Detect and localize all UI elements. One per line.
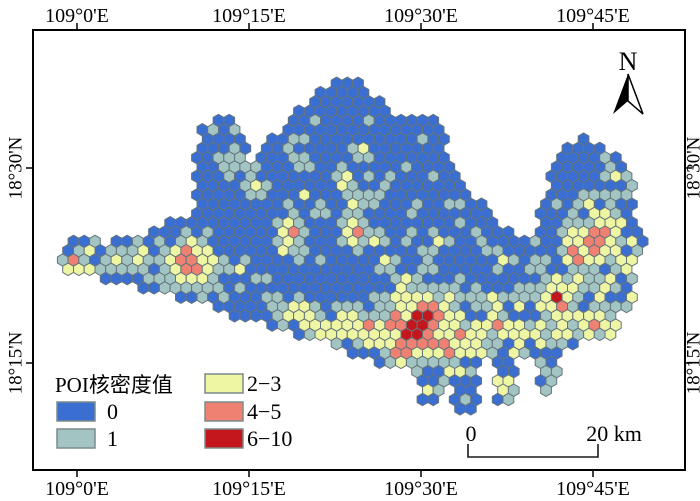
hex-cell xyxy=(62,262,74,277)
axis-ticks xyxy=(26,23,692,477)
north-arrow-left-half-icon xyxy=(613,74,628,114)
legend: POI核密度值 0 1 2−3 4−5 6−10 xyxy=(55,371,292,451)
hex-cell xyxy=(239,309,252,323)
hex-cell xyxy=(110,271,123,286)
hex-cell xyxy=(416,392,429,407)
hex-cell xyxy=(314,327,327,342)
scale-bar-bracket xyxy=(467,444,599,458)
hex-cell xyxy=(277,318,289,332)
lat-label: 18°30'N xyxy=(6,136,27,199)
lat-label: 18°30'N xyxy=(684,136,700,199)
latitude-labels-right: 18°30'N 18°15'N xyxy=(684,136,700,394)
hex-cell xyxy=(330,336,343,351)
longitude-labels-bottom: 109°0'E 109°15'E 109°30'E 109°45'E xyxy=(45,478,630,500)
hex-cell xyxy=(83,262,96,277)
north-arrow-label: N xyxy=(619,47,638,76)
legend-label-0: 0 xyxy=(107,399,118,424)
hex-cell xyxy=(175,290,187,304)
hex-cell xyxy=(185,290,198,304)
hex-cell xyxy=(518,346,531,360)
legend-swatch-3 xyxy=(204,401,244,422)
lon-label: 109°45'E xyxy=(556,478,630,500)
hex-cell xyxy=(121,271,133,286)
hex-cell xyxy=(346,346,359,360)
legend-title: POI核密度值 xyxy=(55,373,173,397)
hex-cell xyxy=(464,402,477,416)
hex-cell xyxy=(395,355,407,370)
hex-cell xyxy=(137,281,150,295)
legend-label-1: 1 xyxy=(107,426,118,451)
latitude-labels-left: 18°30'N 18°15'N xyxy=(6,136,27,394)
lon-label: 109°15'E xyxy=(212,5,286,27)
hex-cell xyxy=(583,327,595,342)
lat-label: 18°15'N xyxy=(6,331,27,394)
legend-swatch-4 xyxy=(204,428,244,449)
hex-cell xyxy=(212,299,225,314)
hex-cell xyxy=(303,327,316,342)
lon-label: 109°0'E xyxy=(45,5,109,27)
hex-cell xyxy=(73,262,85,277)
hex-cell xyxy=(384,355,397,370)
lon-label: 109°15'E xyxy=(212,478,286,500)
scale-bar: 0 20 km xyxy=(466,421,642,458)
map-frame-border xyxy=(32,29,686,471)
hex-cell xyxy=(357,346,370,360)
hex-cell xyxy=(427,392,440,407)
hex-cell xyxy=(99,271,112,286)
hex-cell xyxy=(593,327,606,342)
hex-cell xyxy=(266,318,278,332)
scale-bar-start-label: 0 xyxy=(466,421,477,446)
hex-cell xyxy=(604,327,617,342)
legend-label-2: 2−3 xyxy=(247,371,281,396)
lon-label: 109°30'E xyxy=(384,478,458,500)
hex-cell xyxy=(540,383,552,397)
hex-cell xyxy=(158,281,171,295)
hex-cell xyxy=(567,336,579,351)
legend-label-4: 6−10 xyxy=(247,426,292,451)
lat-label: 18°15'N xyxy=(684,331,700,394)
hex-cell xyxy=(228,309,241,323)
hex-cell xyxy=(502,392,515,407)
lon-label: 109°0'E xyxy=(45,478,109,500)
scale-bar-end-label: 20 km xyxy=(586,421,642,446)
legend-swatch-2 xyxy=(204,373,244,394)
hex-cell xyxy=(196,290,209,304)
hex-cell xyxy=(373,355,386,370)
lon-label: 109°45'E xyxy=(556,5,630,27)
hex-cell xyxy=(620,299,633,314)
north-arrow-right-half-icon xyxy=(627,73,644,115)
hex-layer xyxy=(56,76,649,416)
legend-swatch-0 xyxy=(56,401,96,422)
legend-swatch-1 xyxy=(56,428,96,449)
lon-label: 109°30'E xyxy=(384,5,458,27)
legend-label-3: 4−5 xyxy=(247,399,281,424)
hex-cell xyxy=(250,309,262,323)
north-arrow: N xyxy=(613,47,644,115)
hex-cell xyxy=(491,392,504,407)
hex-cell xyxy=(454,402,466,416)
longitude-labels-top: 109°0'E 109°15'E 109°30'E 109°45'E xyxy=(45,5,630,27)
hex-cell xyxy=(148,281,160,295)
hex-cell xyxy=(293,327,305,342)
